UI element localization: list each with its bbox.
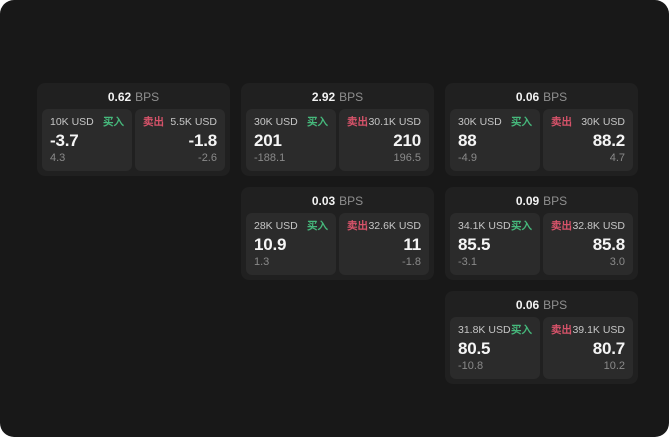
buy-sub-value: -188.1	[254, 152, 286, 164]
bps-header: 2.92 BPS	[246, 89, 429, 105]
bps-unit-label: BPS	[543, 194, 568, 208]
buy-sub-value: -10.8	[458, 360, 484, 372]
sell-side-label: 卖出	[551, 220, 572, 232]
buy-notional: 30K USD	[254, 116, 298, 128]
bps-header: 0.03 BPS	[246, 193, 429, 209]
buy-side-label: 买入	[511, 324, 532, 336]
buy-tile[interactable]: 31.8K USD 买入 80.5 -10.8	[450, 317, 540, 379]
buy-tile[interactable]: 30K USD 买入 201 -188.1	[246, 109, 336, 171]
buy-price: 10.9	[254, 235, 287, 254]
sell-sub-value: -2.6	[198, 152, 217, 164]
buy-side-label: 买入	[511, 220, 532, 232]
quote-card-5: 0.09 BPS 34.1K USD 买入 85.5 -3.1 卖出 32.8K …	[445, 187, 638, 280]
sell-tile[interactable]: 卖出 32.8K USD 85.8 3.0	[543, 213, 633, 275]
sell-price: 85.8	[592, 235, 625, 254]
sell-notional: 32.8K USD	[572, 220, 625, 232]
buy-notional: 10K USD	[50, 116, 94, 128]
buy-notional: 31.8K USD	[458, 324, 511, 336]
quote-card-3: 0.06 BPS 30K USD 买入 88 -4.9 卖出 30K USD 88…	[445, 83, 638, 176]
sell-sub-value: 196.5	[393, 152, 421, 164]
sell-sub-value: 4.7	[609, 152, 625, 164]
bps-unit-label: BPS	[543, 90, 568, 104]
buy-sub-value: -4.9	[458, 152, 477, 164]
bps-unit-label: BPS	[339, 90, 364, 104]
buy-sub-value: 4.3	[50, 152, 66, 164]
buy-notional: 30K USD	[458, 116, 502, 128]
bps-value: 0.03	[311, 194, 336, 208]
buy-side-label: 买入	[103, 116, 124, 128]
buy-tile[interactable]: 30K USD 买入 88 -4.9	[450, 109, 540, 171]
bps-value: 0.09	[515, 194, 540, 208]
bps-header: 0.06 BPS	[450, 297, 633, 313]
sell-side-label: 卖出	[551, 116, 572, 128]
buy-price: 88	[458, 131, 477, 150]
buy-side-label: 买入	[307, 220, 328, 232]
quote-card-6: 0.06 BPS 31.8K USD 买入 80.5 -10.8 卖出 39.1K…	[445, 291, 638, 384]
bps-unit-label: BPS	[135, 90, 160, 104]
sell-notional: 5.5K USD	[170, 116, 217, 128]
bps-value: 0.06	[515, 298, 540, 312]
sell-price: 88.2	[592, 131, 625, 150]
sell-tile[interactable]: 卖出 5.5K USD -1.8 -2.6	[135, 109, 225, 171]
sell-notional: 30.1K USD	[368, 116, 421, 128]
sell-price: 11	[403, 235, 421, 254]
sell-side-label: 卖出	[347, 220, 368, 232]
buy-notional: 34.1K USD	[458, 220, 511, 232]
buy-side-label: 买入	[307, 116, 328, 128]
buy-side-label: 买入	[511, 116, 532, 128]
quote-card-1: 0.62 BPS 10K USD 买入 -3.7 4.3 卖出 5.5K USD …	[37, 83, 230, 176]
buy-price: -3.7	[50, 131, 79, 150]
sell-notional: 30K USD	[581, 116, 625, 128]
sell-price: -1.8	[188, 131, 218, 150]
sell-price: 210	[393, 131, 421, 150]
sell-tile[interactable]: 卖出 32.6K USD 11 -1.8	[339, 213, 429, 275]
bps-value: 0.06	[515, 90, 540, 104]
buy-sub-value: -3.1	[458, 256, 477, 268]
sell-price: 80.7	[592, 339, 625, 358]
bps-header: 0.06 BPS	[450, 89, 633, 105]
buy-price: 201	[254, 131, 282, 150]
sell-sub-value: 10.2	[603, 360, 625, 372]
bps-header: 0.09 BPS	[450, 193, 633, 209]
sell-tile[interactable]: 卖出 30K USD 88.2 4.7	[543, 109, 633, 171]
bps-header: 0.62 BPS	[42, 89, 225, 105]
sell-sub-value: 3.0	[609, 256, 625, 268]
buy-price: 85.5	[458, 235, 491, 254]
buy-tile[interactable]: 34.1K USD 买入 85.5 -3.1	[450, 213, 540, 275]
sell-notional: 32.6K USD	[368, 220, 421, 232]
quote-card-4: 0.03 BPS 28K USD 买入 10.9 1.3 卖出 32.6K USD…	[241, 187, 434, 280]
sell-tile[interactable]: 卖出 30.1K USD 210 196.5	[339, 109, 429, 171]
buy-tile[interactable]: 28K USD 买入 10.9 1.3	[246, 213, 336, 275]
bps-unit-label: BPS	[543, 298, 568, 312]
bps-value: 2.92	[311, 90, 336, 104]
buy-sub-value: 1.3	[254, 256, 270, 268]
quote-card-2: 2.92 BPS 30K USD 买入 201 -188.1 卖出 30.1K U…	[241, 83, 434, 176]
bps-value: 0.62	[107, 90, 132, 104]
sell-tile[interactable]: 卖出 39.1K USD 80.7 10.2	[543, 317, 633, 379]
sell-side-label: 卖出	[551, 324, 572, 336]
buy-notional: 28K USD	[254, 220, 298, 232]
sell-side-label: 卖出	[143, 116, 164, 128]
sell-notional: 39.1K USD	[572, 324, 625, 336]
sell-side-label: 卖出	[347, 116, 368, 128]
buy-price: 80.5	[458, 339, 491, 358]
buy-tile[interactable]: 10K USD 买入 -3.7 4.3	[42, 109, 132, 171]
sell-sub-value: -1.8	[402, 256, 421, 268]
bps-unit-label: BPS	[339, 194, 364, 208]
